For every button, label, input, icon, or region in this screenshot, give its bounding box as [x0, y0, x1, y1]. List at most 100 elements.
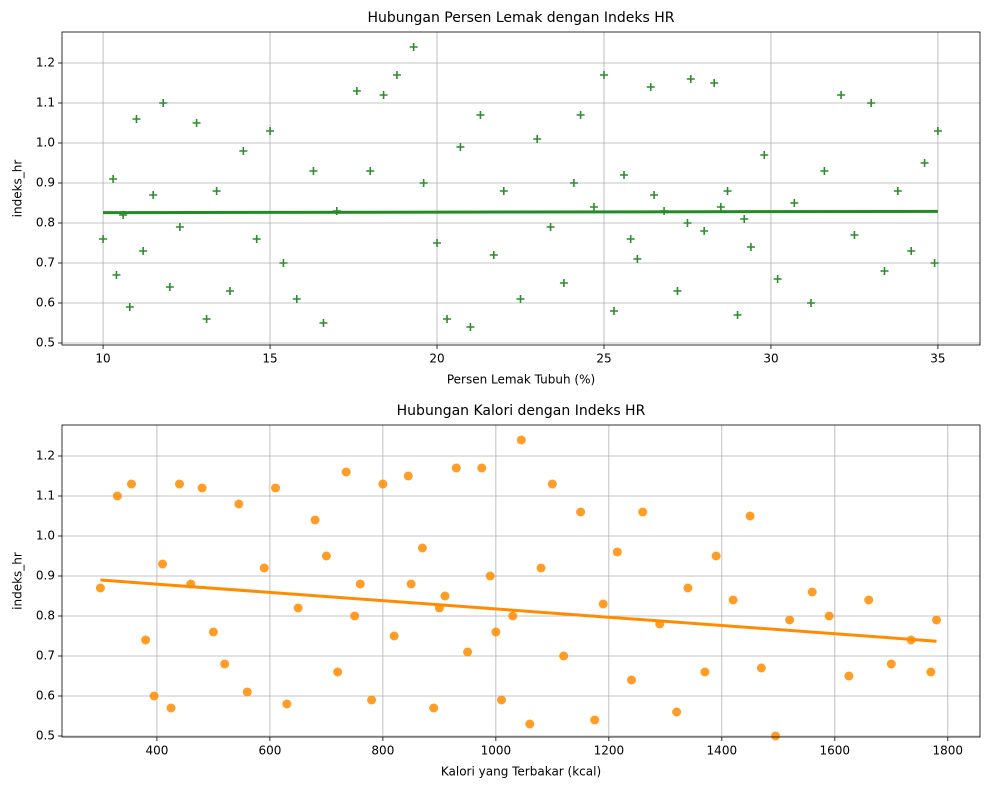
point	[310, 515, 320, 525]
point	[485, 571, 495, 581]
x-tick-label: 1200	[594, 744, 625, 758]
point	[673, 287, 682, 295]
x-tick-label: 1000	[481, 744, 512, 758]
point	[612, 547, 622, 557]
point	[109, 175, 118, 183]
point	[234, 499, 244, 509]
y-tick-label: 0.5	[36, 336, 55, 350]
point	[589, 203, 598, 211]
point	[379, 91, 388, 99]
point	[239, 147, 248, 155]
point	[419, 179, 428, 187]
point	[409, 43, 418, 51]
point	[760, 151, 769, 159]
point	[824, 611, 834, 621]
y-tick-label: 0.7	[36, 256, 55, 270]
x-tick-label: 400	[145, 744, 168, 758]
y-tick-label: 0.6	[36, 296, 55, 310]
x-tick-label: 35	[930, 352, 945, 366]
point	[547, 479, 557, 489]
point	[463, 647, 473, 657]
y-tick-label: 0.5	[36, 729, 55, 743]
point	[126, 479, 136, 489]
point	[920, 159, 929, 167]
point	[208, 627, 218, 637]
point	[646, 83, 655, 91]
point	[350, 611, 360, 621]
point	[389, 631, 399, 641]
point	[711, 551, 721, 561]
point	[733, 311, 742, 319]
point	[864, 595, 874, 605]
regression-line	[103, 209, 938, 215]
point	[259, 563, 269, 573]
x-tick-label: 1400	[707, 744, 738, 758]
point	[926, 667, 936, 677]
point	[266, 127, 275, 135]
point	[497, 695, 507, 705]
point	[576, 111, 585, 119]
x-tick-label: 25	[596, 352, 611, 366]
point	[626, 235, 635, 243]
point	[880, 267, 889, 275]
point	[417, 543, 427, 553]
point	[516, 435, 526, 445]
point	[533, 135, 542, 143]
point	[139, 247, 148, 255]
point	[242, 687, 252, 697]
point	[355, 579, 365, 589]
point	[158, 559, 168, 569]
point	[837, 91, 846, 99]
point	[536, 563, 546, 573]
x-tick-label: 30	[763, 352, 778, 366]
plot-frame	[61, 424, 981, 738]
point	[850, 231, 859, 239]
point	[672, 707, 682, 717]
point	[456, 143, 465, 151]
point	[392, 71, 401, 79]
y-tick-label: 0.8	[36, 609, 55, 623]
point	[433, 239, 442, 247]
point	[192, 119, 201, 127]
point	[451, 463, 461, 473]
point	[406, 579, 416, 589]
x-tick-label: 1800	[933, 744, 964, 758]
x-tick-label: 800	[371, 744, 394, 758]
y-tick-label: 1.1	[36, 96, 55, 110]
point	[309, 167, 318, 175]
y-tick-label: 0.9	[36, 176, 55, 190]
point	[466, 323, 475, 331]
y-tick-label: 1.2	[36, 56, 55, 70]
point	[125, 303, 134, 311]
point	[429, 703, 439, 713]
point	[293, 603, 303, 613]
regression-line	[100, 578, 937, 643]
point	[710, 79, 719, 87]
plot-frame	[61, 31, 981, 346]
point	[620, 171, 629, 179]
point	[907, 247, 916, 255]
point	[252, 235, 261, 243]
point	[590, 715, 600, 725]
point	[844, 671, 854, 681]
y-tick-label: 1.1	[36, 489, 55, 503]
point	[516, 295, 525, 303]
y-axis-label: indeks_hr	[11, 552, 25, 610]
point	[477, 463, 487, 473]
point	[149, 191, 158, 199]
point	[403, 471, 413, 481]
point	[773, 275, 782, 283]
y-tick-label: 0.6	[36, 689, 55, 703]
point	[443, 315, 452, 323]
x-axis-label: Kalori yang Terbakar (kcal)	[441, 765, 601, 779]
point	[930, 259, 939, 267]
point	[491, 627, 501, 637]
point	[282, 699, 292, 709]
point	[112, 491, 122, 501]
point	[610, 307, 619, 315]
y-tick-label: 0.7	[36, 649, 55, 663]
point	[790, 199, 799, 207]
point	[489, 251, 498, 259]
point	[638, 507, 648, 517]
